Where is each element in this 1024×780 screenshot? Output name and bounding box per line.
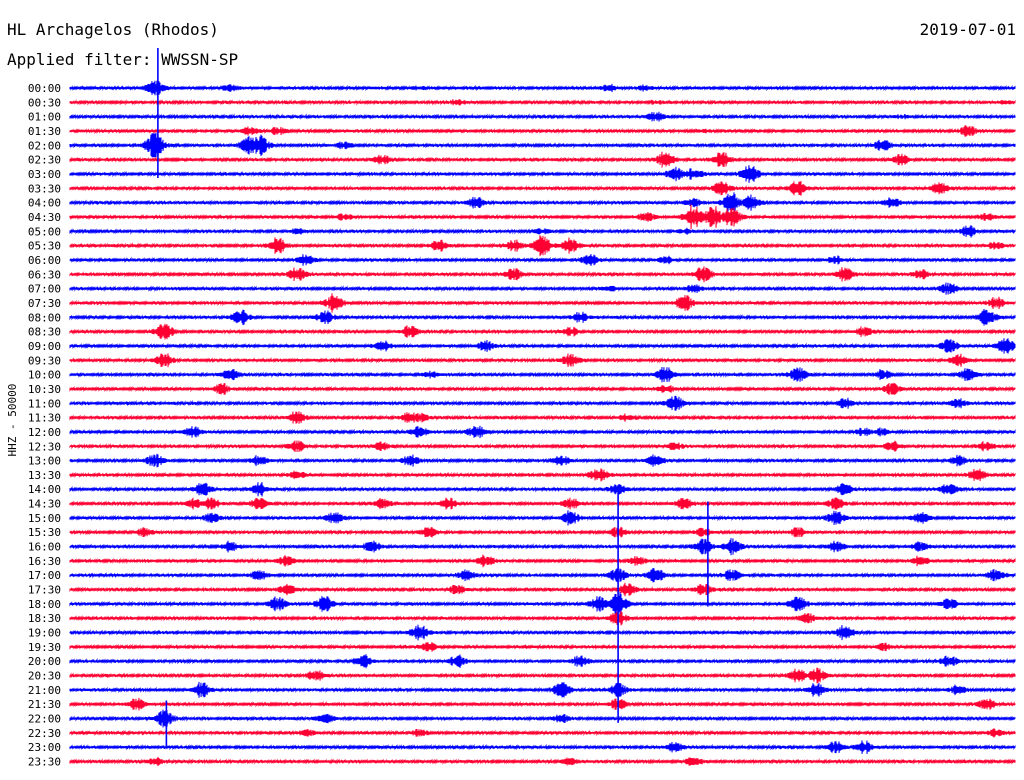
row-time-label: 11:00: [28, 397, 61, 410]
row-time-label: 07:00: [28, 283, 61, 296]
row-time-label: 02:00: [28, 139, 61, 152]
row-time-label: 10:00: [28, 369, 61, 382]
row-time-label: 07:30: [28, 297, 61, 310]
row-time-label: 09:30: [28, 354, 61, 367]
row-time-label: 16:00: [28, 541, 61, 554]
row-time-label: 22:30: [28, 727, 61, 740]
row-time-label: 01:00: [28, 111, 61, 124]
row-time-label: 13:00: [28, 455, 61, 468]
row-time-label: 12:30: [28, 440, 61, 453]
row-time-label: 01:30: [28, 125, 61, 138]
row-time-label: 03:00: [28, 168, 61, 181]
row-time-label: 12:00: [28, 426, 61, 439]
row-time-label: 04:30: [28, 211, 61, 224]
row-time-label: 13:30: [28, 469, 61, 482]
row-time-label: 08:00: [28, 311, 61, 324]
row-time-label: 14:30: [28, 498, 61, 511]
row-time-label: 21:30: [28, 698, 61, 711]
row-time-label: 14:00: [28, 483, 61, 496]
row-time-label: 19:30: [28, 641, 61, 654]
row-time-label: 00:30: [28, 96, 61, 109]
row-time-label: 17:00: [28, 569, 61, 582]
row-time-label: 06:00: [28, 254, 61, 267]
row-time-label: 17:30: [28, 584, 61, 597]
row-time-label: 06:30: [28, 268, 61, 281]
row-time-label: 23:30: [28, 756, 61, 769]
row-time-label: 20:30: [28, 670, 61, 683]
row-time-label: 20:00: [28, 655, 61, 668]
row-time-label: 10:30: [28, 383, 61, 396]
row-time-label: 08:30: [28, 326, 61, 339]
row-time-label: 21:00: [28, 684, 61, 697]
row-time-label: 18:00: [28, 598, 61, 611]
row-time-label: 05:30: [28, 240, 61, 253]
row-time-label: 23:00: [28, 741, 61, 754]
row-time-label: 19:00: [28, 627, 61, 640]
date-label: 2019-07-01: [919, 20, 1016, 39]
row-time-label: 15:00: [28, 512, 61, 525]
row-time-label: 00:00: [28, 82, 61, 95]
row-time-label: 04:00: [28, 197, 61, 210]
row-time-label: 05:00: [28, 225, 61, 238]
row-time-label: 18:30: [28, 612, 61, 625]
filter-label: Applied filter: WWSSN-SP: [7, 50, 239, 69]
station-title: HL Archagelos (Rhodos): [7, 20, 219, 39]
row-time-label: 03:30: [28, 182, 61, 195]
row-time-label: 11:30: [28, 412, 61, 425]
row-time-label: 02:30: [28, 154, 61, 167]
row-time-label: 22:00: [28, 713, 61, 726]
row-time-label: 15:30: [28, 526, 61, 539]
row-time-label: 16:30: [28, 555, 61, 568]
row-time-label: 09:00: [28, 340, 61, 353]
